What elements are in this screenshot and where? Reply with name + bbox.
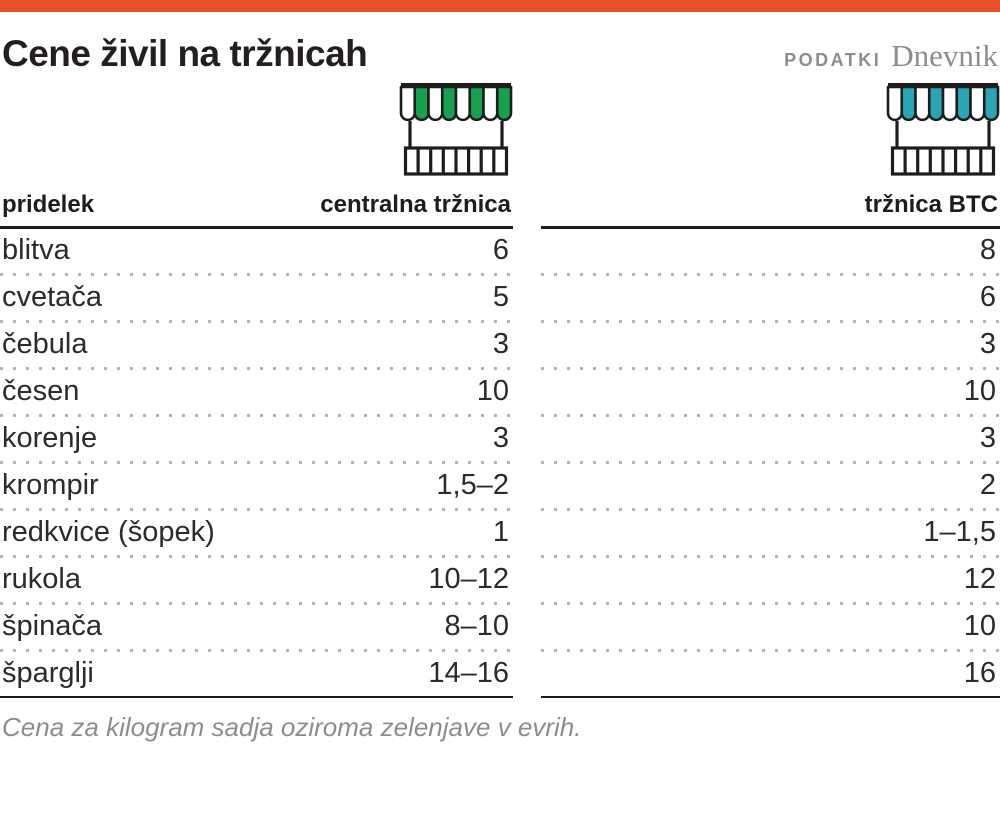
row-separator bbox=[0, 648, 513, 652]
price-value: 14–16 bbox=[428, 657, 509, 690]
table-row: 8 bbox=[541, 229, 1000, 273]
row-separator bbox=[541, 601, 1000, 605]
price-value: 3 bbox=[979, 328, 996, 361]
column-header-produce: pridelek bbox=[2, 190, 95, 218]
table-row: rukola 10–12 bbox=[0, 558, 513, 602]
price-value: 16 bbox=[963, 657, 996, 690]
price-value: 8–10 bbox=[444, 610, 509, 643]
price-value: 3 bbox=[979, 422, 996, 455]
icons-row bbox=[0, 75, 1000, 177]
row-separator bbox=[0, 507, 513, 511]
row-separator bbox=[0, 366, 513, 370]
row-separator bbox=[0, 460, 513, 464]
market-stall-icon bbox=[399, 82, 513, 176]
table-row: blitva 6 bbox=[0, 229, 513, 273]
table-row: redkvice (šopek) 1 bbox=[0, 511, 513, 555]
row-separator bbox=[541, 554, 1000, 558]
price-value: 6 bbox=[979, 281, 996, 314]
price-value: 1,5–2 bbox=[436, 469, 509, 502]
row-separator bbox=[541, 648, 1000, 652]
price-value: 6 bbox=[492, 234, 509, 267]
price-value: 12 bbox=[963, 563, 996, 596]
column-header-btc-market: tržnica BTC bbox=[864, 190, 998, 218]
source-credit: PODATKI Dnevnik bbox=[784, 38, 998, 74]
central-table-body: blitva 6 cvetača 5 čebula 3 česen 10 korenje 3 kro… bbox=[0, 229, 513, 696]
btc-table-header: tržnica BTC bbox=[541, 191, 1000, 229]
btc-market-table: tržnica BTC 8 6 3 10 3 2 1–1,5 12 10 16 bbox=[541, 177, 1000, 698]
source-label: PODATKI bbox=[784, 50, 882, 70]
produce-name: korenje bbox=[2, 422, 98, 455]
column-header-central-market: centralna tržnica bbox=[320, 190, 511, 218]
table-row: 3 bbox=[541, 323, 1000, 367]
produce-name: špinača bbox=[2, 610, 102, 643]
table-row: krompir 1,5–2 bbox=[0, 464, 513, 508]
accent-top-bar bbox=[0, 0, 1000, 12]
btc-table-body: 8 6 3 10 3 2 1–1,5 12 10 16 bbox=[541, 229, 1000, 696]
produce-name: blitva bbox=[2, 234, 70, 267]
price-value: 3 bbox=[492, 422, 509, 455]
produce-name: šparglji bbox=[2, 657, 94, 690]
price-value: 10 bbox=[963, 610, 996, 643]
masthead: Cene živil na tržnicah PODATKI Dnevnik bbox=[0, 12, 1000, 75]
row-separator bbox=[541, 413, 1000, 417]
row-separator bbox=[541, 460, 1000, 464]
row-separator bbox=[0, 319, 513, 323]
row-separator bbox=[541, 319, 1000, 323]
table-row: 10 bbox=[541, 370, 1000, 414]
row-separator bbox=[0, 601, 513, 605]
table-row: špinača 8–10 bbox=[0, 605, 513, 649]
row-separator bbox=[541, 507, 1000, 511]
table-bottom-rule bbox=[541, 695, 1000, 698]
produce-name: krompir bbox=[2, 469, 99, 502]
table-bottom-rule bbox=[0, 695, 513, 698]
source-logo-dnevnik: Dnevnik bbox=[891, 38, 998, 73]
table-row: korenje 3 bbox=[0, 417, 513, 461]
row-separator bbox=[0, 272, 513, 276]
table-row: 6 bbox=[541, 276, 1000, 320]
price-value: 2 bbox=[979, 469, 996, 502]
table-row: 12 bbox=[541, 558, 1000, 602]
produce-name: česen bbox=[2, 375, 80, 408]
price-value: 10 bbox=[963, 375, 996, 408]
row-separator bbox=[541, 272, 1000, 276]
table-row: 1–1,5 bbox=[541, 511, 1000, 555]
table-row: cvetača 5 bbox=[0, 276, 513, 320]
price-value: 3 bbox=[492, 328, 509, 361]
produce-name: redkvice (šopek) bbox=[2, 516, 215, 549]
table-row: 2 bbox=[541, 464, 1000, 508]
price-tables: pridelek centralna tržnica blitva 6 cvetač… bbox=[0, 177, 1000, 698]
table-row: 3 bbox=[541, 417, 1000, 461]
row-separator bbox=[0, 413, 513, 417]
produce-name: cvetača bbox=[2, 281, 102, 314]
price-value: 5 bbox=[492, 281, 509, 314]
table-row: šparglji 14–16 bbox=[0, 652, 513, 696]
price-value: 8 bbox=[979, 234, 996, 267]
row-separator bbox=[0, 554, 513, 558]
price-value: 1 bbox=[492, 516, 509, 549]
produce-name: čebula bbox=[2, 328, 88, 361]
table-row: čebula 3 bbox=[0, 323, 513, 367]
price-value: 10 bbox=[476, 375, 509, 408]
table-row: 10 bbox=[541, 605, 1000, 649]
produce-name: rukola bbox=[2, 563, 81, 596]
central-market-table: pridelek centralna tržnica blitva 6 cvetač… bbox=[0, 177, 513, 698]
central-table-header: pridelek centralna tržnica bbox=[0, 191, 513, 229]
price-value: 1–1,5 bbox=[923, 516, 996, 549]
table-row: 16 bbox=[541, 652, 1000, 696]
row-separator bbox=[541, 366, 1000, 370]
table-row: česen 10 bbox=[0, 370, 513, 414]
unit-footnote: Cena za kilogram sadja oziroma zelenjave… bbox=[2, 711, 582, 742]
page-title: Cene živil na tržnicah bbox=[2, 33, 368, 74]
market-stall-icon bbox=[886, 82, 1000, 176]
price-value: 10–12 bbox=[428, 563, 509, 596]
